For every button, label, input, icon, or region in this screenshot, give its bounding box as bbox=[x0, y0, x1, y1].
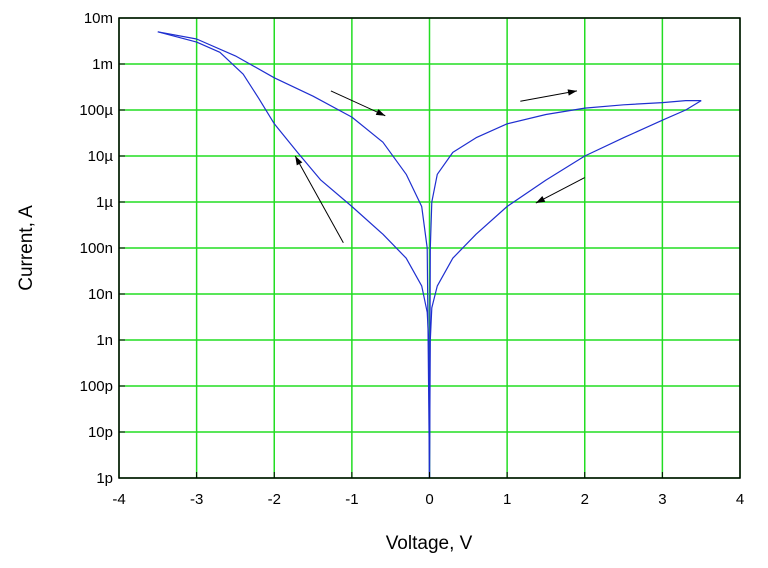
series-line-3 bbox=[157, 31, 431, 479]
series-line-2 bbox=[428, 100, 702, 479]
direction-arrow-3 bbox=[535, 177, 585, 204]
x-tick-label: -3 bbox=[190, 491, 203, 508]
direction-arrow-1 bbox=[330, 90, 386, 117]
y-tick-label: 1p bbox=[96, 470, 113, 487]
x-tick-label: -1 bbox=[345, 491, 358, 508]
series-group bbox=[157, 31, 702, 479]
y-tick-label: 100µ bbox=[79, 102, 113, 119]
y-tick-label: 100n bbox=[80, 240, 113, 257]
y-tick-label: 100p bbox=[80, 378, 113, 395]
y-tick-label: 1m bbox=[92, 56, 113, 73]
series-line-1 bbox=[428, 99, 702, 479]
direction-arrow-2 bbox=[520, 89, 578, 102]
series-line-4 bbox=[157, 31, 431, 479]
arrow-annotations bbox=[294, 89, 585, 244]
x-tick-label: -4 bbox=[112, 491, 125, 508]
x-axis-title: Voltage, V bbox=[386, 533, 473, 554]
tick-marks bbox=[118, 17, 741, 479]
y-tick-label: 10n bbox=[88, 286, 113, 303]
y-tick-label: 10µ bbox=[88, 148, 114, 165]
x-tick-label: 3 bbox=[658, 491, 666, 508]
x-tick-label: 2 bbox=[581, 491, 589, 508]
x-tick-label: -2 bbox=[268, 491, 281, 508]
x-tick-label: 4 bbox=[736, 491, 744, 508]
x-tick-label: 0 bbox=[425, 491, 433, 508]
y-tick-label: 1n bbox=[96, 332, 113, 349]
y-tick-label: 1µ bbox=[96, 194, 113, 211]
y-tick-label: 10p bbox=[88, 424, 113, 441]
y-tick-labels: 1p 10p 100p 1n 10n 100n 1µ 10µ 100µ 1m 10m bbox=[79, 10, 113, 487]
y-axis-title: Current, A bbox=[16, 205, 37, 291]
x-tick-label: 1 bbox=[503, 491, 511, 508]
y-tick-label: 10m bbox=[84, 10, 113, 27]
x-tick-labels: -4 -3 -2 -1 0 1 2 3 4 bbox=[112, 491, 744, 508]
direction-arrow-4 bbox=[294, 155, 344, 244]
